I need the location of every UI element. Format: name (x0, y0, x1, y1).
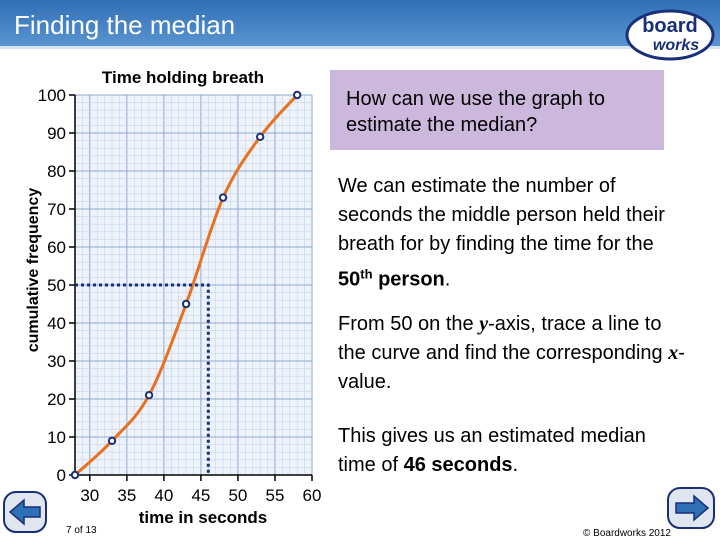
y-tick-label: 20 (47, 390, 66, 409)
para1-text: We can estimate the number of seconds th… (338, 175, 665, 255)
x-tick-label: 55 (266, 486, 285, 505)
data-point (181, 299, 191, 309)
explanation-paragraph-3: This gives us an estimated median time o… (338, 422, 688, 480)
data-point (218, 193, 228, 202)
x-tick-label: 45 (191, 486, 210, 505)
chart-title: Time holding breath (102, 68, 264, 87)
para1-bold-word: person (378, 268, 445, 291)
para3-bold: 46 seconds (403, 454, 513, 476)
y-tick-label: 80 (47, 162, 66, 181)
para2-part1: From 50 on the (338, 313, 480, 335)
para3-end: . (512, 454, 519, 476)
para1-superscript: th (360, 266, 373, 281)
cumulative-frequency-chart: 0 10 20 30 40 50 60 70 80 90 100 30 35 40 45 50 55 60 Time… (25, 68, 322, 527)
y-tick-label: 10 (47, 428, 66, 447)
para2-variable-x: x (668, 342, 679, 364)
arrow-left-icon (8, 498, 41, 526)
logo-word-board: board (642, 15, 698, 37)
question-text: How can we use the graph to estimate the… (346, 88, 606, 136)
y-tick-label: 30 (47, 352, 66, 371)
para3-text: This gives us an estimated median time o… (338, 425, 646, 476)
y-tick-label: 0 (57, 466, 66, 485)
data-point (107, 436, 117, 445)
y-tick-label: 50 (47, 276, 66, 295)
x-tick-label: 35 (117, 486, 136, 505)
para2-part3: -value. (338, 342, 685, 393)
x-axis-label: time in seconds (139, 508, 267, 527)
boardworks-logo: board works (625, 9, 715, 61)
arrow-right-icon (675, 494, 710, 522)
x-tick-label: 60 (303, 486, 322, 505)
x-tick-label: 50 (228, 486, 247, 505)
y-tick-label: 60 (47, 238, 66, 257)
data-point (255, 132, 265, 142)
slide-number: 7 of 13 (66, 525, 97, 536)
slide-title: Finding the median (14, 10, 236, 40)
y-axis-label: cumulative frequency (25, 188, 42, 353)
para2-variable-y: y (479, 313, 489, 335)
data-point (70, 470, 80, 480)
data-point (144, 391, 154, 400)
para1-bold-number: 50 (338, 268, 361, 291)
logo-word-works: works (653, 37, 699, 54)
x-tick-label: 30 (80, 486, 99, 505)
y-tick-label: 40 (47, 314, 66, 333)
median-trace-line (75, 283, 210, 475)
copyright-notice: © Boardworks 2012 (583, 528, 671, 539)
question-box: How can we use the graph to estimate the… (330, 70, 664, 150)
y-tick-label: 90 (47, 124, 66, 143)
data-point (292, 90, 302, 100)
next-slide-button[interactable] (666, 486, 716, 530)
x-tick-label: 40 (154, 486, 173, 505)
y-tick-label: 70 (47, 200, 66, 219)
para1-end: . (444, 268, 451, 291)
previous-slide-button[interactable] (2, 490, 48, 534)
explanation-paragraph-2: From 50 on the y-axis, trace a line to t… (338, 310, 688, 397)
explanation-paragraph-1: We can estimate the number of seconds th… (338, 172, 688, 295)
title-bar: Finding the median (0, 0, 720, 49)
y-tick-label: 100 (38, 86, 66, 105)
para2-part2: -axis, trace a line to the curve and fin… (338, 313, 669, 364)
